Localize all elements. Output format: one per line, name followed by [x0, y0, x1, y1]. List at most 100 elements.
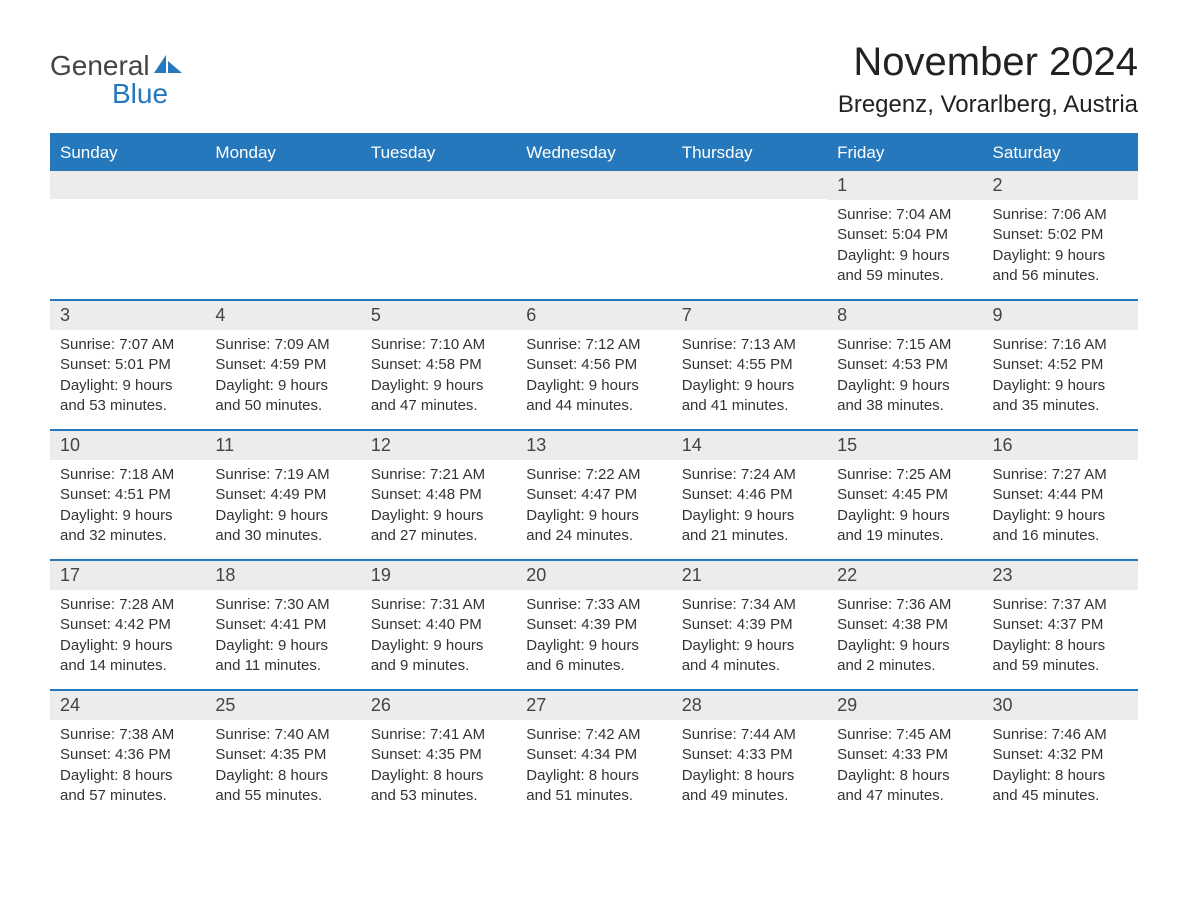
day-cell: 15Sunrise: 7:25 AMSunset: 4:45 PMDayligh…	[827, 431, 982, 559]
day-cell: 28Sunrise: 7:44 AMSunset: 4:33 PMDayligh…	[672, 691, 827, 819]
day-day2: and 44 minutes.	[526, 396, 661, 416]
day-info: Sunrise: 7:07 AMSunset: 5:01 PMDaylight:…	[50, 330, 205, 426]
day-info: Sunrise: 7:06 AMSunset: 5:02 PMDaylight:…	[983, 200, 1138, 296]
day-sunrise: Sunrise: 7:06 AM	[993, 205, 1128, 225]
day-sunrise: Sunrise: 7:41 AM	[371, 725, 506, 745]
day-sunset: Sunset: 4:42 PM	[60, 615, 195, 635]
day-day2: and 45 minutes.	[993, 786, 1128, 806]
day-sunset: Sunset: 4:46 PM	[682, 485, 817, 505]
day-number: 8	[827, 301, 982, 330]
day-info: Sunrise: 7:30 AMSunset: 4:41 PMDaylight:…	[205, 590, 360, 686]
day-info: Sunrise: 7:15 AMSunset: 4:53 PMDaylight:…	[827, 330, 982, 426]
page-title: November 2024	[838, 40, 1138, 85]
day-sunset: Sunset: 4:32 PM	[993, 745, 1128, 765]
day-sunrise: Sunrise: 7:04 AM	[837, 205, 972, 225]
day-sunset: Sunset: 4:34 PM	[526, 745, 661, 765]
day-day1: Daylight: 9 hours	[837, 376, 972, 396]
day-cell: 12Sunrise: 7:21 AMSunset: 4:48 PMDayligh…	[361, 431, 516, 559]
day-day2: and 49 minutes.	[682, 786, 817, 806]
day-day2: and 27 minutes.	[371, 526, 506, 546]
day-number: 12	[361, 431, 516, 460]
day-sunrise: Sunrise: 7:24 AM	[682, 465, 817, 485]
day-sunrise: Sunrise: 7:42 AM	[526, 725, 661, 745]
weekday-header: Sunday Monday Tuesday Wednesday Thursday…	[50, 135, 1138, 171]
day-sunrise: Sunrise: 7:27 AM	[993, 465, 1128, 485]
day-info: Sunrise: 7:34 AMSunset: 4:39 PMDaylight:…	[672, 590, 827, 686]
day-day1: Daylight: 9 hours	[60, 506, 195, 526]
day-day1: Daylight: 9 hours	[837, 636, 972, 656]
day-day1: Daylight: 9 hours	[371, 376, 506, 396]
week-row: 24Sunrise: 7:38 AMSunset: 4:36 PMDayligh…	[50, 689, 1138, 819]
day-info: Sunrise: 7:37 AMSunset: 4:37 PMDaylight:…	[983, 590, 1138, 686]
day-day2: and 35 minutes.	[993, 396, 1128, 416]
week-row: 10Sunrise: 7:18 AMSunset: 4:51 PMDayligh…	[50, 429, 1138, 559]
day-info: Sunrise: 7:04 AMSunset: 5:04 PMDaylight:…	[827, 200, 982, 296]
day-cell: 26Sunrise: 7:41 AMSunset: 4:35 PMDayligh…	[361, 691, 516, 819]
day-sunset: Sunset: 4:49 PM	[215, 485, 350, 505]
day-day2: and 53 minutes.	[371, 786, 506, 806]
day-number	[205, 171, 360, 199]
day-day2: and 41 minutes.	[682, 396, 817, 416]
title-block: November 2024 Bregenz, Vorarlberg, Austr…	[838, 40, 1138, 119]
day-number: 1	[827, 171, 982, 200]
day-info: Sunrise: 7:22 AMSunset: 4:47 PMDaylight:…	[516, 460, 671, 556]
day-day1: Daylight: 9 hours	[526, 506, 661, 526]
day-sunrise: Sunrise: 7:18 AM	[60, 465, 195, 485]
day-info: Sunrise: 7:19 AMSunset: 4:49 PMDaylight:…	[205, 460, 360, 556]
day-cell: 2Sunrise: 7:06 AMSunset: 5:02 PMDaylight…	[983, 171, 1138, 299]
day-day2: and 11 minutes.	[215, 656, 350, 676]
day-day1: Daylight: 9 hours	[371, 636, 506, 656]
day-day1: Daylight: 9 hours	[526, 636, 661, 656]
day-sunrise: Sunrise: 7:30 AM	[215, 595, 350, 615]
day-sunrise: Sunrise: 7:34 AM	[682, 595, 817, 615]
day-number: 30	[983, 691, 1138, 720]
day-cell: 4Sunrise: 7:09 AMSunset: 4:59 PMDaylight…	[205, 301, 360, 429]
day-sunrise: Sunrise: 7:31 AM	[371, 595, 506, 615]
day-info: Sunrise: 7:36 AMSunset: 4:38 PMDaylight:…	[827, 590, 982, 686]
day-cell: 7Sunrise: 7:13 AMSunset: 4:55 PMDaylight…	[672, 301, 827, 429]
day-number: 17	[50, 561, 205, 590]
day-number: 25	[205, 691, 360, 720]
day-sunset: Sunset: 4:45 PM	[837, 485, 972, 505]
day-sunrise: Sunrise: 7:44 AM	[682, 725, 817, 745]
day-day1: Daylight: 8 hours	[993, 766, 1128, 786]
day-sunset: Sunset: 4:59 PM	[215, 355, 350, 375]
day-sunrise: Sunrise: 7:07 AM	[60, 335, 195, 355]
brand-logo: General Blue	[50, 40, 184, 110]
day-day1: Daylight: 9 hours	[60, 636, 195, 656]
day-cell: 25Sunrise: 7:40 AMSunset: 4:35 PMDayligh…	[205, 691, 360, 819]
day-cell: 16Sunrise: 7:27 AMSunset: 4:44 PMDayligh…	[983, 431, 1138, 559]
day-sunrise: Sunrise: 7:25 AM	[837, 465, 972, 485]
day-number: 13	[516, 431, 671, 460]
day-day2: and 14 minutes.	[60, 656, 195, 676]
weekday: Sunday	[50, 135, 205, 171]
day-number: 16	[983, 431, 1138, 460]
day-day1: Daylight: 9 hours	[215, 636, 350, 656]
day-sunrise: Sunrise: 7:33 AM	[526, 595, 661, 615]
day-number: 14	[672, 431, 827, 460]
day-day1: Daylight: 9 hours	[215, 506, 350, 526]
day-info: Sunrise: 7:45 AMSunset: 4:33 PMDaylight:…	[827, 720, 982, 816]
day-cell: 30Sunrise: 7:46 AMSunset: 4:32 PMDayligh…	[983, 691, 1138, 819]
day-cell	[672, 171, 827, 299]
day-cell: 24Sunrise: 7:38 AMSunset: 4:36 PMDayligh…	[50, 691, 205, 819]
day-day2: and 9 minutes.	[371, 656, 506, 676]
day-sunset: Sunset: 4:41 PM	[215, 615, 350, 635]
day-number: 15	[827, 431, 982, 460]
day-number: 24	[50, 691, 205, 720]
day-sunrise: Sunrise: 7:19 AM	[215, 465, 350, 485]
day-sunset: Sunset: 4:47 PM	[526, 485, 661, 505]
day-sunset: Sunset: 4:44 PM	[993, 485, 1128, 505]
day-info: Sunrise: 7:18 AMSunset: 4:51 PMDaylight:…	[50, 460, 205, 556]
day-number: 2	[983, 171, 1138, 200]
day-day2: and 32 minutes.	[60, 526, 195, 546]
day-sunrise: Sunrise: 7:37 AM	[993, 595, 1128, 615]
day-sunset: Sunset: 4:35 PM	[371, 745, 506, 765]
day-sunset: Sunset: 4:52 PM	[993, 355, 1128, 375]
day-sunrise: Sunrise: 7:28 AM	[60, 595, 195, 615]
day-sunrise: Sunrise: 7:15 AM	[837, 335, 972, 355]
day-number	[361, 171, 516, 199]
day-day2: and 16 minutes.	[993, 526, 1128, 546]
day-number: 7	[672, 301, 827, 330]
day-sunrise: Sunrise: 7:45 AM	[837, 725, 972, 745]
